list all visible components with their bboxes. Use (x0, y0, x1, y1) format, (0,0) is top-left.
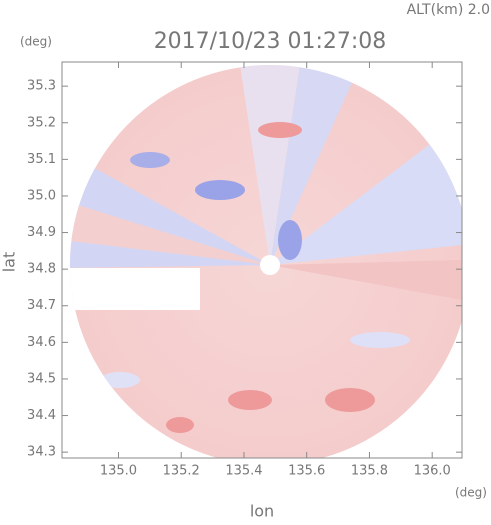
y-tick-label: 34.4 (27, 408, 56, 423)
x-tick-label: 135.4 (225, 464, 262, 479)
x-tick-label: 135.0 (100, 464, 137, 479)
radar-image (62, 65, 462, 458)
y-tick-label: 35.2 (27, 115, 56, 130)
y-tick-label: 34.6 (27, 335, 56, 350)
y-tick-label: 35.0 (27, 188, 56, 203)
y-tick-label: 35.3 (27, 79, 56, 94)
x-unit: (deg) (455, 486, 487, 500)
y-tick-label: 34.5 (27, 371, 56, 386)
y-tick-label: 35.1 (27, 152, 56, 167)
x-label: lon (250, 502, 274, 521)
y-label: lat (0, 252, 19, 273)
x-tick-label: 135.8 (351, 464, 388, 479)
x-tick-label: 135.2 (163, 464, 200, 479)
plot-frame (61, 61, 463, 459)
y-unit: (deg) (20, 35, 52, 49)
y-tick-label: 34.8 (27, 262, 56, 277)
x-tick-label: 136.0 (414, 464, 451, 479)
y-tick-label: 34.9 (27, 225, 56, 240)
altitude: ALT(km) 2.0 (407, 2, 490, 18)
chart-title: 2017/10/23 01:27:08 (154, 29, 387, 54)
x-tick-label: 135.6 (288, 464, 325, 479)
y-tick-label: 34.3 (27, 445, 56, 460)
y-tick-label: 34.7 (27, 298, 56, 313)
